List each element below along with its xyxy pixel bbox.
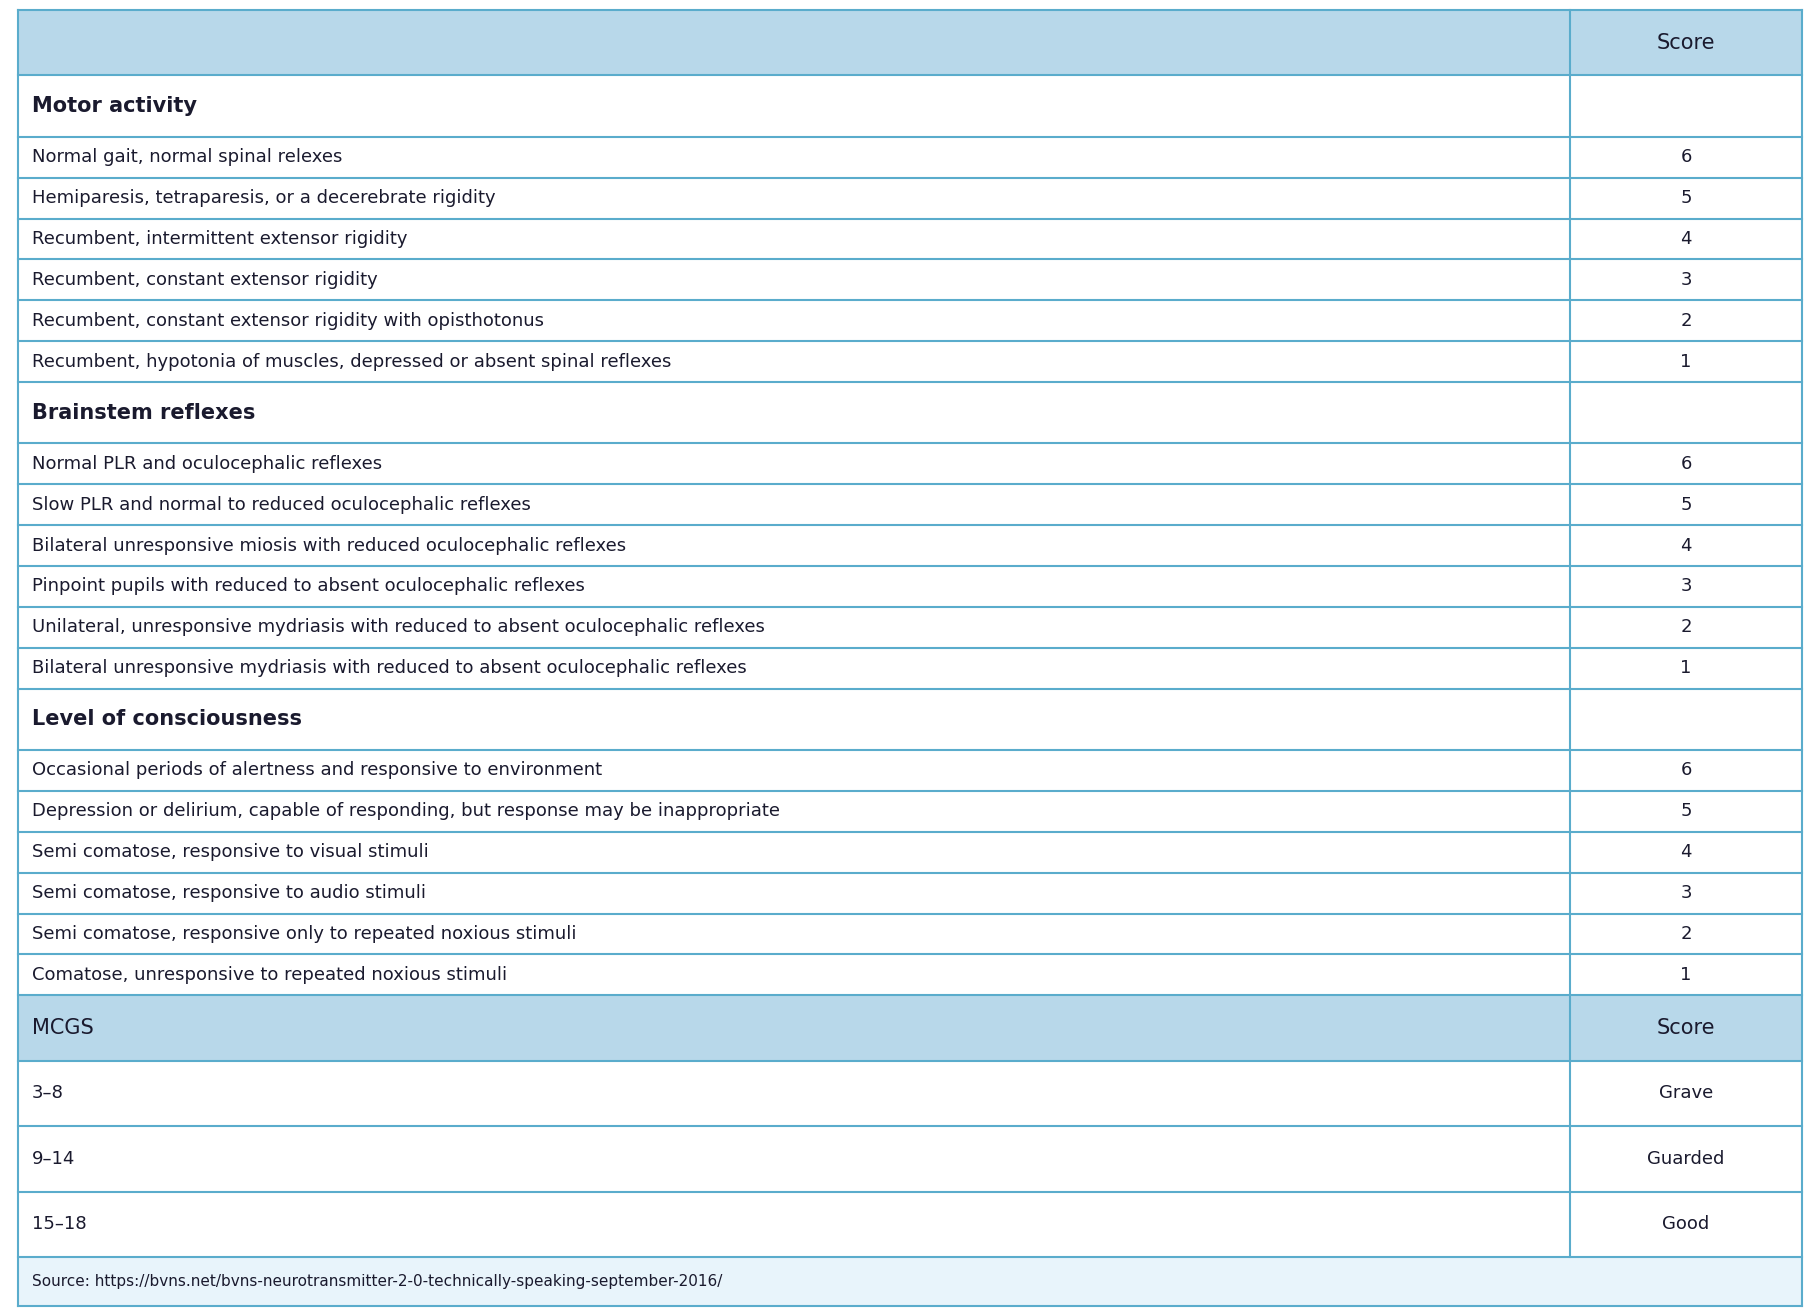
Text: 6: 6: [1680, 149, 1691, 166]
Bar: [18, 443, 1802, 484]
Text: Guarded: Guarded: [1647, 1150, 1725, 1167]
Text: 2: 2: [1680, 619, 1693, 637]
Text: 3–8: 3–8: [33, 1084, 64, 1103]
Text: 3: 3: [1680, 884, 1693, 901]
Bar: [18, 873, 1802, 913]
Bar: [18, 647, 1802, 688]
Bar: [18, 750, 1802, 791]
Text: Normal PLR and oculocephalic reflexes: Normal PLR and oculocephalic reflexes: [33, 455, 382, 472]
Bar: [18, 1061, 1802, 1126]
Text: Grave: Grave: [1658, 1084, 1713, 1103]
Bar: [18, 607, 1802, 647]
Text: 6: 6: [1680, 455, 1691, 472]
Text: Motor activity: Motor activity: [33, 96, 197, 116]
Bar: [18, 259, 1802, 300]
Text: 5: 5: [1680, 496, 1693, 513]
Text: Occasional periods of alertness and responsive to environment: Occasional periods of alertness and resp…: [33, 762, 602, 779]
Bar: [18, 995, 1802, 1061]
Text: Hemiparesis, tetraparesis, or a decerebrate rigidity: Hemiparesis, tetraparesis, or a decerebr…: [33, 190, 495, 207]
Text: Score: Score: [1656, 33, 1714, 53]
Bar: [18, 178, 1802, 218]
Bar: [18, 484, 1802, 525]
Bar: [18, 218, 1802, 259]
Text: 2: 2: [1680, 925, 1693, 944]
Text: 4: 4: [1680, 537, 1693, 554]
Bar: [18, 11, 1802, 75]
Text: 9–14: 9–14: [33, 1150, 75, 1167]
Text: Level of consciousness: Level of consciousness: [33, 709, 302, 729]
Text: Bilateral unresponsive mydriasis with reduced to absent oculocephalic reflexes: Bilateral unresponsive mydriasis with re…: [33, 659, 746, 678]
Text: Score: Score: [1656, 1019, 1714, 1038]
Text: 4: 4: [1680, 230, 1693, 247]
Text: Depression or delirium, capable of responding, but response may be inappropriate: Depression or delirium, capable of respo…: [33, 803, 781, 820]
Text: Bilateral unresponsive miosis with reduced oculocephalic reflexes: Bilateral unresponsive miosis with reduc…: [33, 537, 626, 554]
Bar: [18, 75, 1802, 137]
Bar: [18, 913, 1802, 954]
Bar: [18, 954, 1802, 995]
Text: 4: 4: [1680, 844, 1693, 861]
Bar: [18, 1126, 1802, 1191]
Text: Semi comatose, responsive only to repeated noxious stimuli: Semi comatose, responsive only to repeat…: [33, 925, 577, 944]
Text: Semi comatose, responsive to audio stimuli: Semi comatose, responsive to audio stimu…: [33, 884, 426, 901]
Bar: [18, 382, 1802, 443]
Text: Normal gait, normal spinal relexes: Normal gait, normal spinal relexes: [33, 149, 342, 166]
Text: 15–18: 15–18: [33, 1215, 87, 1233]
Text: Slow PLR and normal to reduced oculocephalic reflexes: Slow PLR and normal to reduced oculoceph…: [33, 496, 531, 513]
Text: Pinpoint pupils with reduced to absent oculocephalic reflexes: Pinpoint pupils with reduced to absent o…: [33, 578, 584, 595]
Text: Good: Good: [1662, 1215, 1709, 1233]
Text: Recumbent, hypotonia of muscles, depressed or absent spinal reflexes: Recumbent, hypotonia of muscles, depress…: [33, 353, 672, 371]
Bar: [18, 1257, 1802, 1305]
Bar: [18, 566, 1802, 607]
Bar: [18, 300, 1802, 341]
Text: Unilateral, unresponsive mydriasis with reduced to absent oculocephalic reflexes: Unilateral, unresponsive mydriasis with …: [33, 619, 764, 637]
Bar: [18, 341, 1802, 382]
Text: Recumbent, intermittent extensor rigidity: Recumbent, intermittent extensor rigidit…: [33, 230, 408, 247]
Text: 1: 1: [1680, 966, 1691, 984]
Text: 6: 6: [1680, 762, 1691, 779]
Text: Recumbent, constant extensor rigidity with opisthotonus: Recumbent, constant extensor rigidity wi…: [33, 312, 544, 330]
Text: 3: 3: [1680, 578, 1693, 595]
Bar: [18, 137, 1802, 178]
Text: 1: 1: [1680, 353, 1691, 371]
Text: Recumbent, constant extensor rigidity: Recumbent, constant extensor rigidity: [33, 271, 379, 288]
Text: Semi comatose, responsive to visual stimuli: Semi comatose, responsive to visual stim…: [33, 844, 430, 861]
Text: MCGS: MCGS: [33, 1019, 95, 1038]
Text: Source: https://bvns.net/bvns-neurotransmitter-2-0-technically-speaking-septembe: Source: https://bvns.net/bvns-neurotrans…: [33, 1274, 723, 1288]
Text: 2: 2: [1680, 312, 1693, 330]
Text: 5: 5: [1680, 803, 1693, 820]
Text: 3: 3: [1680, 271, 1693, 288]
Text: Comatose, unresponsive to repeated noxious stimuli: Comatose, unresponsive to repeated noxio…: [33, 966, 508, 984]
Bar: [18, 1191, 1802, 1257]
Bar: [18, 832, 1802, 873]
Text: 5: 5: [1680, 190, 1693, 207]
Text: 1: 1: [1680, 659, 1691, 678]
Bar: [18, 525, 1802, 566]
Text: Brainstem reflexes: Brainstem reflexes: [33, 403, 255, 422]
Bar: [18, 688, 1802, 750]
Bar: [18, 791, 1802, 832]
